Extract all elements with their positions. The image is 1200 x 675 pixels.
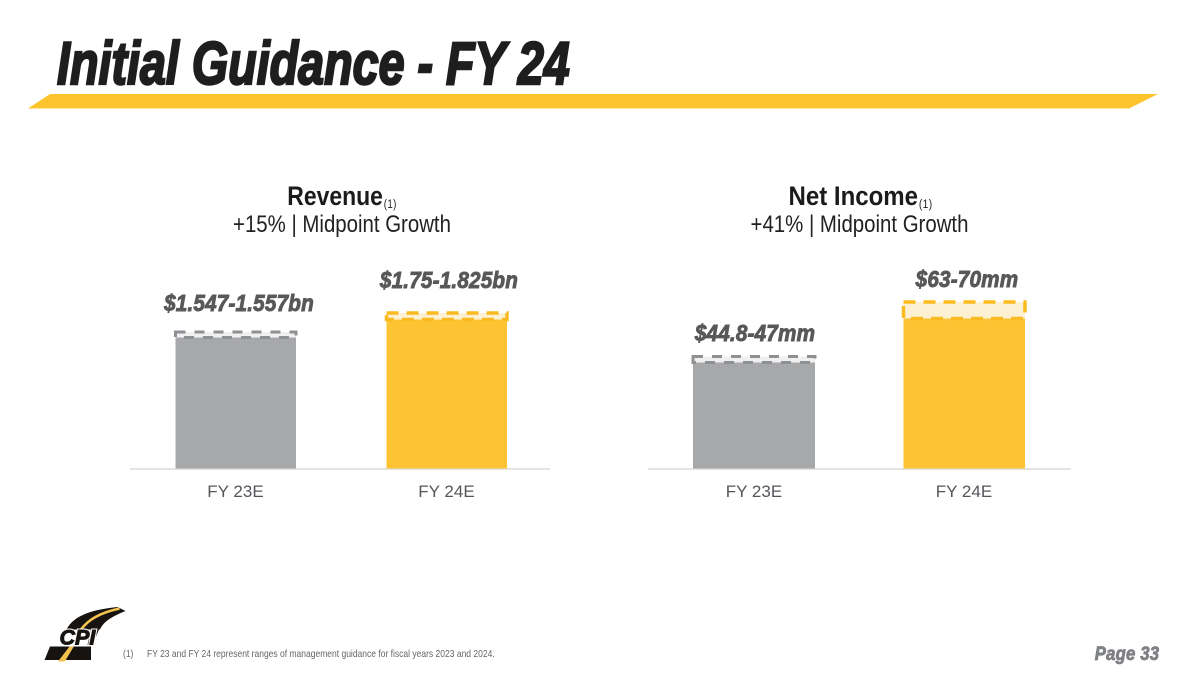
svg-text:CPI: CPI bbox=[60, 626, 97, 650]
svg-text:CPI: CPI bbox=[60, 626, 97, 650]
